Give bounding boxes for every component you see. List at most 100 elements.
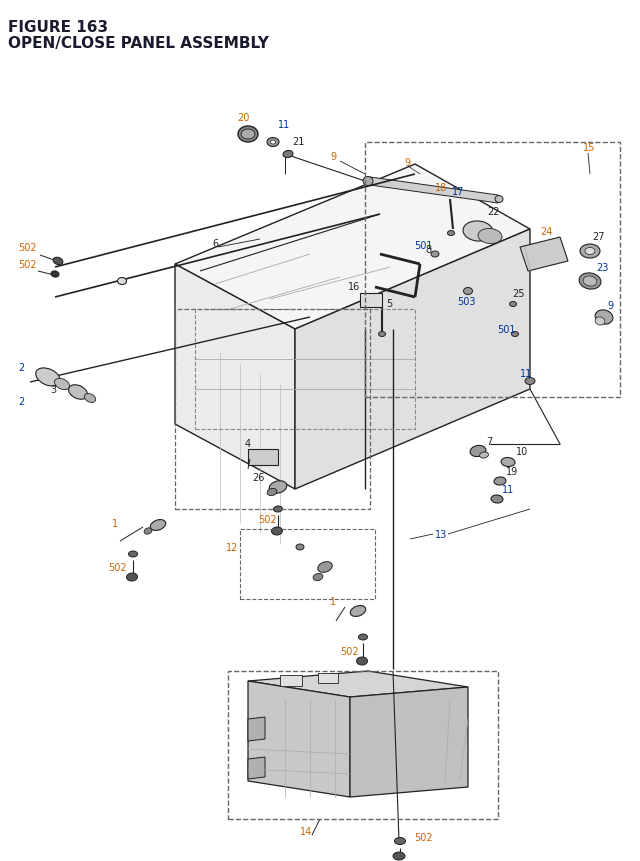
- Text: 22: 22: [487, 207, 499, 217]
- Ellipse shape: [363, 177, 373, 186]
- Text: 501: 501: [414, 241, 433, 251]
- Polygon shape: [175, 164, 530, 330]
- Ellipse shape: [317, 562, 332, 573]
- Text: 2: 2: [18, 362, 24, 373]
- Ellipse shape: [273, 506, 282, 512]
- Ellipse shape: [144, 529, 152, 535]
- Bar: [360, 294, 382, 307]
- Polygon shape: [370, 177, 498, 204]
- Ellipse shape: [494, 478, 506, 486]
- Ellipse shape: [296, 544, 304, 550]
- Text: 502: 502: [18, 260, 36, 269]
- Text: 9: 9: [330, 152, 336, 162]
- Text: 11: 11: [502, 485, 515, 494]
- Ellipse shape: [463, 288, 472, 295]
- Text: 1: 1: [330, 597, 336, 606]
- Polygon shape: [350, 687, 468, 797]
- Ellipse shape: [595, 318, 605, 325]
- Ellipse shape: [54, 379, 70, 390]
- Text: 502: 502: [18, 243, 36, 253]
- Text: 16: 16: [348, 282, 360, 292]
- Text: 5: 5: [386, 299, 392, 308]
- Ellipse shape: [118, 278, 127, 285]
- Text: 19: 19: [506, 467, 518, 476]
- Ellipse shape: [238, 127, 258, 143]
- Ellipse shape: [470, 446, 486, 457]
- Bar: [228, 672, 498, 819]
- Text: 21: 21: [292, 137, 305, 147]
- Text: OPEN/CLOSE PANEL ASSEMBLY: OPEN/CLOSE PANEL ASSEMBLY: [8, 36, 269, 51]
- Ellipse shape: [583, 276, 597, 287]
- Text: 24: 24: [540, 226, 552, 237]
- Ellipse shape: [350, 606, 365, 616]
- Ellipse shape: [580, 245, 600, 258]
- Text: 502: 502: [340, 647, 358, 656]
- Ellipse shape: [271, 528, 282, 536]
- Ellipse shape: [358, 635, 367, 641]
- Text: 2: 2: [18, 397, 24, 406]
- Ellipse shape: [267, 139, 279, 147]
- Ellipse shape: [509, 302, 516, 307]
- Ellipse shape: [478, 229, 502, 245]
- Ellipse shape: [51, 271, 59, 278]
- Polygon shape: [248, 757, 265, 779]
- Ellipse shape: [241, 130, 255, 139]
- Text: 502: 502: [414, 832, 433, 842]
- Text: 502: 502: [258, 514, 276, 524]
- Ellipse shape: [84, 394, 96, 403]
- Text: 9: 9: [404, 158, 410, 168]
- Text: 17: 17: [452, 187, 465, 197]
- Ellipse shape: [53, 258, 63, 265]
- Text: 501: 501: [497, 325, 515, 335]
- Polygon shape: [248, 681, 350, 797]
- Text: 7: 7: [486, 437, 492, 447]
- Ellipse shape: [267, 489, 277, 496]
- Ellipse shape: [501, 458, 515, 467]
- Text: 18: 18: [435, 183, 447, 193]
- Text: 502: 502: [108, 562, 127, 573]
- Bar: [195, 310, 415, 430]
- Ellipse shape: [579, 274, 601, 290]
- Text: 13: 13: [435, 530, 447, 539]
- Text: 9: 9: [607, 300, 613, 311]
- Ellipse shape: [313, 573, 323, 581]
- Text: 10: 10: [516, 447, 528, 456]
- Polygon shape: [175, 264, 295, 489]
- Text: 12: 12: [226, 542, 238, 553]
- Polygon shape: [520, 238, 568, 272]
- Ellipse shape: [127, 573, 138, 581]
- Ellipse shape: [595, 311, 613, 325]
- Text: 3: 3: [50, 385, 56, 394]
- Ellipse shape: [463, 221, 493, 242]
- Polygon shape: [248, 672, 468, 697]
- Ellipse shape: [491, 495, 503, 504]
- Text: 25: 25: [512, 288, 525, 299]
- Ellipse shape: [36, 369, 60, 387]
- Ellipse shape: [394, 838, 406, 845]
- Ellipse shape: [447, 232, 454, 236]
- Ellipse shape: [393, 852, 405, 860]
- Ellipse shape: [283, 152, 293, 158]
- Text: 11: 11: [520, 369, 532, 379]
- Text: 15: 15: [583, 143, 595, 152]
- Text: 503: 503: [457, 297, 476, 307]
- Ellipse shape: [269, 481, 287, 493]
- Ellipse shape: [431, 251, 439, 257]
- Text: 26: 26: [252, 473, 264, 482]
- Bar: [175, 310, 370, 510]
- Ellipse shape: [68, 386, 88, 400]
- Ellipse shape: [479, 452, 488, 459]
- Text: 23: 23: [596, 263, 609, 273]
- Ellipse shape: [525, 378, 535, 385]
- Ellipse shape: [511, 332, 518, 338]
- Bar: [365, 143, 620, 398]
- Text: FIGURE 163: FIGURE 163: [8, 20, 108, 35]
- Ellipse shape: [271, 141, 275, 145]
- Polygon shape: [248, 717, 265, 741]
- Bar: [248, 449, 278, 466]
- Ellipse shape: [495, 196, 503, 203]
- Text: 8: 8: [425, 245, 431, 255]
- Ellipse shape: [585, 248, 595, 255]
- Text: 1: 1: [112, 518, 118, 529]
- Bar: [280, 675, 302, 686]
